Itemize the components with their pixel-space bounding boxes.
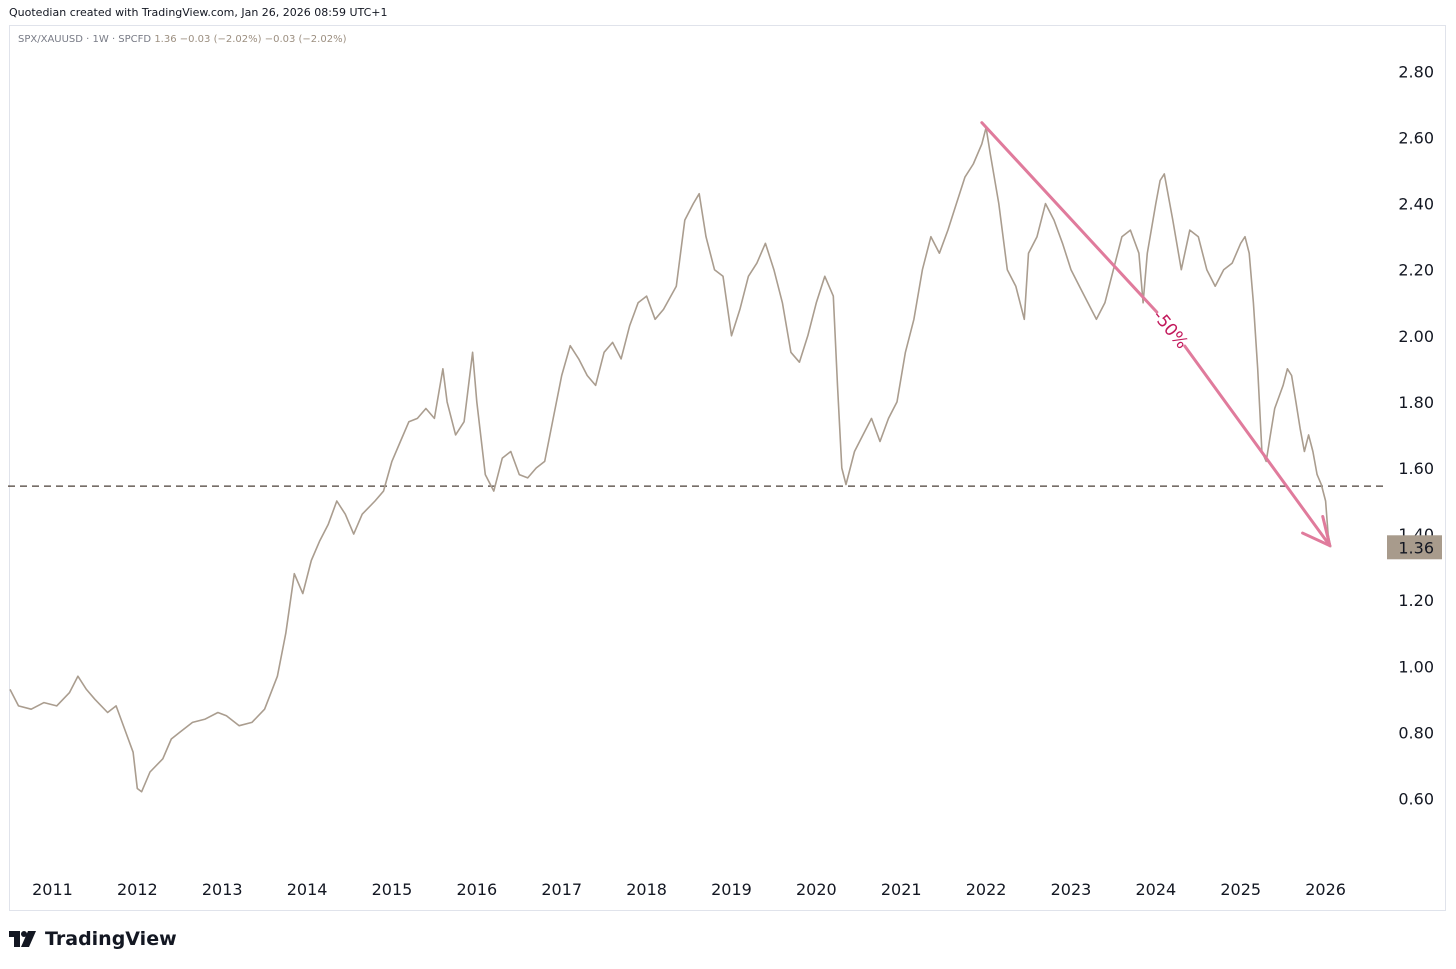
x-tick-label: 2015 [372, 880, 413, 899]
x-tick-label: 2016 [456, 880, 497, 899]
chart-frame[interactable] [9, 25, 1446, 911]
y-tick-label: 2.80 [1398, 62, 1434, 81]
footer-brand[interactable]: TradingView [9, 928, 177, 950]
tradingview-logo-icon [9, 931, 36, 947]
x-tick-label: 2023 [1051, 880, 1092, 899]
y-axis[interactable]: 0.600.801.001.201.401.601.802.002.202.40… [1398, 62, 1434, 808]
legend-values: 1.36 −0.03 (−2.02%) −0.03 (−2.02%) [154, 34, 347, 45]
trend-arrow-head[interactable] [1301, 514, 1332, 548]
x-tick-label: 2025 [1220, 880, 1261, 899]
y-tick-label: 2.40 [1398, 195, 1434, 214]
last-price-label: 1.36 [1398, 538, 1434, 557]
x-tick-label: 2021 [881, 880, 922, 899]
x-tick-label: 2019 [711, 880, 752, 899]
y-tick-label: 1.60 [1398, 459, 1434, 478]
last-price-layer: 1.36 [1387, 535, 1442, 560]
x-tick-label: 2013 [202, 880, 243, 899]
x-tick-label: 2017 [541, 880, 582, 899]
trend-arrow-line-lower[interactable] [1183, 344, 1332, 548]
x-tick-label: 2014 [287, 880, 328, 899]
y-tick-label: 0.80 [1398, 723, 1434, 742]
x-tick-label: 2020 [796, 880, 837, 899]
last-price-badge [1387, 535, 1442, 560]
trend-arrow-layer[interactable]: -50% [980, 121, 1332, 548]
x-tick-label: 2022 [966, 880, 1007, 899]
price-series-line [9, 126, 1332, 793]
y-tick-label: 1.00 [1398, 657, 1434, 676]
series-layer [9, 126, 1332, 793]
x-tick-label: 2018 [626, 880, 667, 899]
chart-credit: Quotedian created with TradingView.com, … [9, 6, 388, 19]
x-tick-label: 2012 [117, 880, 158, 899]
y-tick-label: 2.20 [1398, 261, 1434, 280]
y-tick-label: 0.60 [1398, 789, 1434, 808]
y-tick-label: 2.00 [1398, 327, 1434, 346]
x-tick-label: 2026 [1305, 880, 1346, 899]
symbol-label: SPX/XAUUSD · 1W · SPCFD [18, 34, 152, 45]
x-tick-label: 2011 [32, 880, 73, 899]
symbol-legend: SPX/XAUUSD · 1W · SPCFD 1.36 −0.03 (−2.0… [18, 34, 346, 45]
y-tick-label: 2.60 [1398, 129, 1434, 148]
x-axis[interactable]: 2011 2012 2013 2014 2015 2016 2017 2018 2019 2020… [32, 880, 1346, 899]
trend-arrow-line-upper[interactable] [980, 121, 1159, 314]
y-tick-label: 1.20 [1398, 591, 1434, 610]
y-tick-label: 1.80 [1398, 393, 1434, 412]
brand-name: TradingView [45, 928, 177, 950]
x-tick-label: 2024 [1135, 880, 1176, 899]
